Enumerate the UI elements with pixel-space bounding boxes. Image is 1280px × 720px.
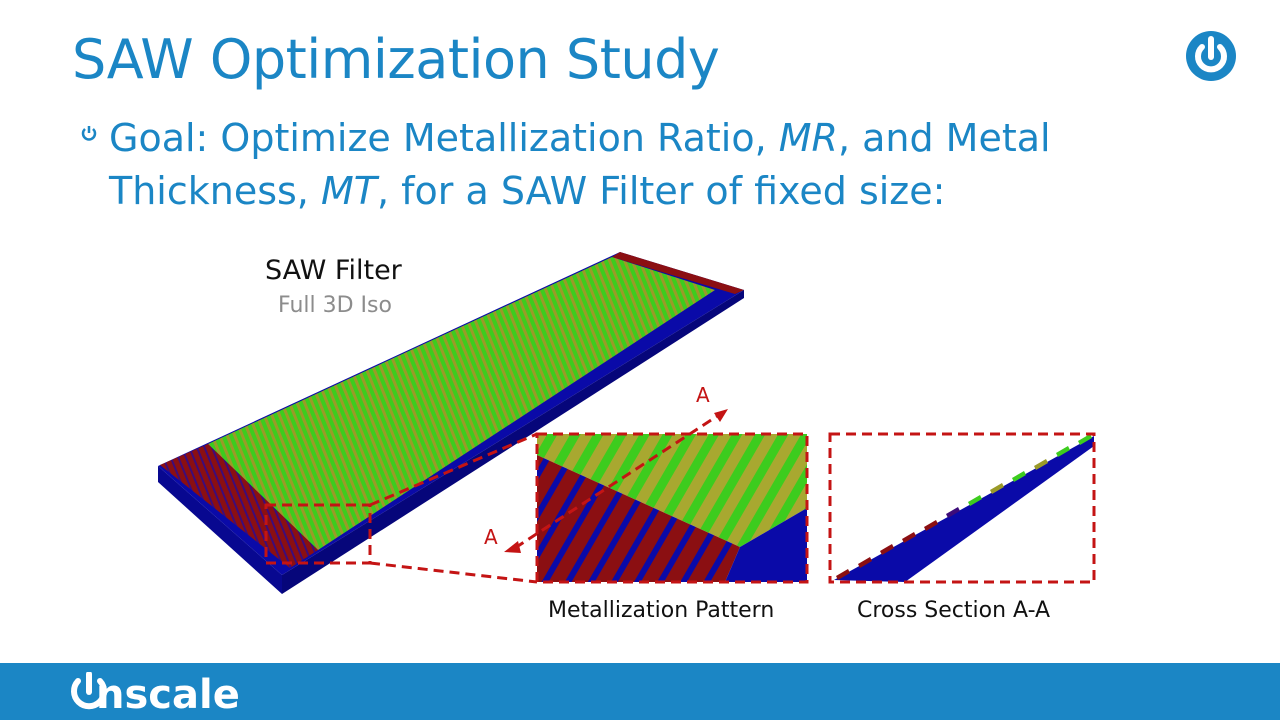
slide-title: SAW Optimization Study xyxy=(72,28,720,91)
section-line-a-a xyxy=(514,411,723,550)
section-marker-bottom: A xyxy=(484,525,498,549)
mr-symbol: MR xyxy=(778,116,838,160)
power-icon xyxy=(1186,31,1236,81)
cross-section-view xyxy=(830,434,1094,582)
bullet-power-icon xyxy=(81,126,97,141)
electrode-fingers xyxy=(160,252,744,568)
saw-filter-label: SAW Filter xyxy=(265,255,402,286)
section-arrowheads xyxy=(504,409,728,553)
goal-text-2: , and Metal Thickness, xyxy=(109,116,1051,213)
mt-symbol: MT xyxy=(320,169,377,213)
callout-lines xyxy=(369,432,538,584)
cross-section-metal-stubs xyxy=(836,434,1092,580)
zoom-region-marker xyxy=(264,503,372,565)
footer-bar xyxy=(0,663,1280,720)
onscale-wordmark: nscale xyxy=(96,672,240,714)
cross-section-frame xyxy=(828,432,1096,584)
metallization-pattern-frame xyxy=(535,432,809,584)
goal-text-3: , for a SAW Filter of fixed size: xyxy=(376,169,946,213)
full-3d-iso-label: Full 3D Iso xyxy=(278,293,392,318)
onscale-logo: nscale xyxy=(71,672,240,714)
section-marker-top: A xyxy=(696,383,710,407)
metallization-pattern-label: Metallization Pattern xyxy=(548,598,775,623)
metallization-pattern-view xyxy=(537,434,807,582)
goal-text-1: Goal: Optimize Metallization Ratio, xyxy=(109,116,779,160)
goal-bullet: Goal: Optimize Metallization Ratio, MR, … xyxy=(109,112,1209,218)
cross-section-label: Cross Section A-A xyxy=(857,598,1051,623)
